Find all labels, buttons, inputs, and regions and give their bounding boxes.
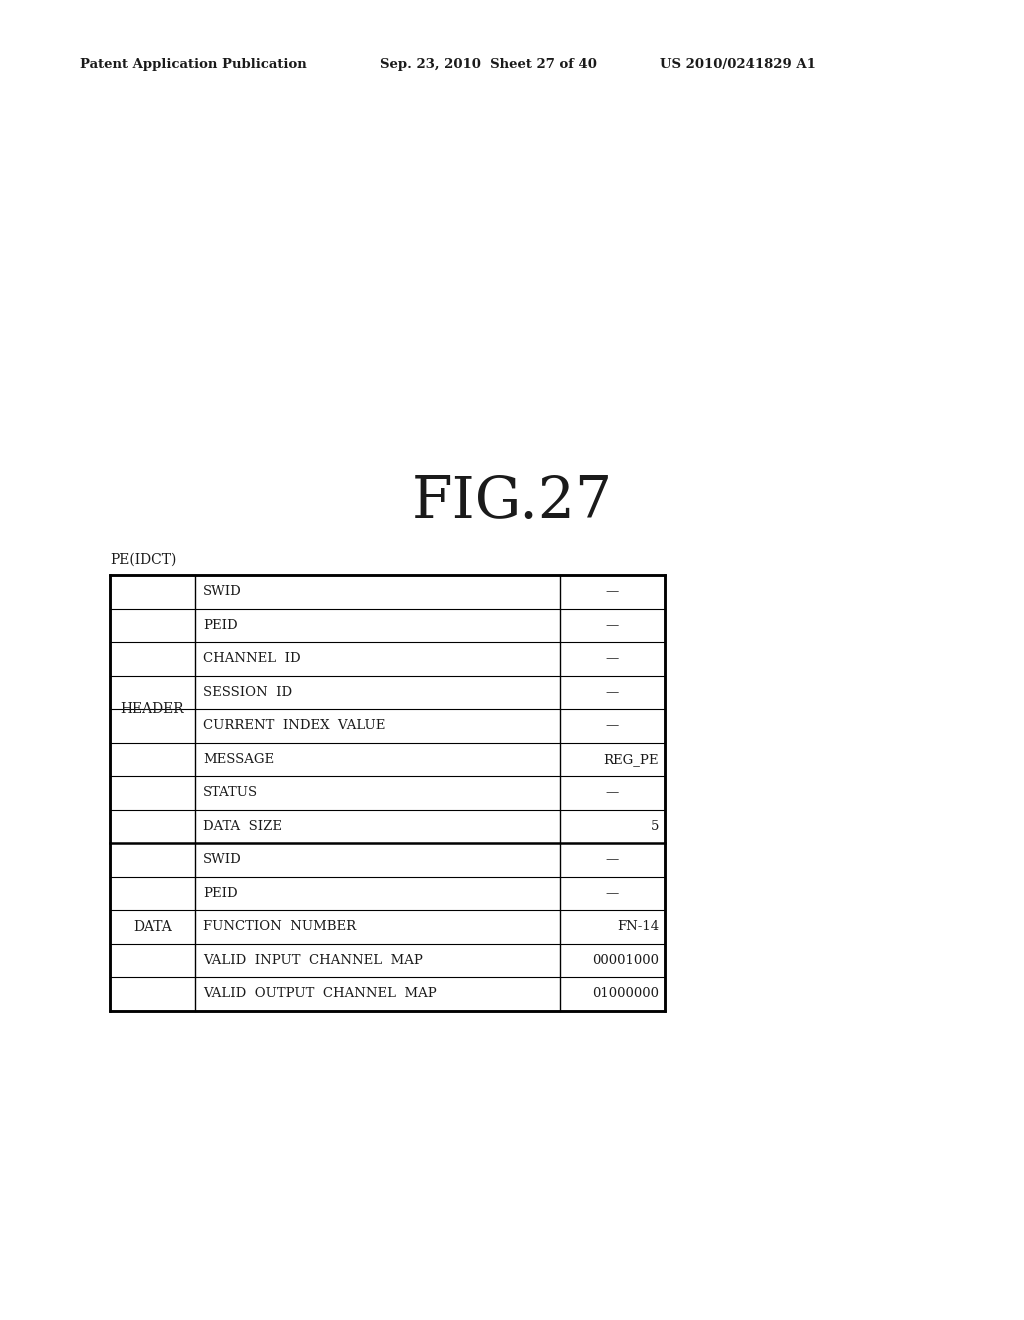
Text: —: — [606, 853, 620, 866]
Text: PEID: PEID [203, 887, 238, 900]
Text: —: — [606, 887, 620, 900]
Text: —: — [606, 585, 620, 598]
Text: STATUS: STATUS [203, 787, 258, 799]
Text: 01000000: 01000000 [592, 987, 659, 1001]
Text: SWID: SWID [203, 585, 242, 598]
Text: DATA: DATA [133, 920, 172, 933]
Text: 00001000: 00001000 [592, 954, 659, 966]
Text: REG_PE: REG_PE [603, 752, 659, 766]
Text: —: — [606, 619, 620, 632]
Text: VALID  INPUT  CHANNEL  MAP: VALID INPUT CHANNEL MAP [203, 954, 423, 966]
Bar [110, 576, 665, 1011]
Text: VALID  OUTPUT  CHANNEL  MAP: VALID OUTPUT CHANNEL MAP [203, 987, 437, 1001]
Text: —: — [606, 787, 620, 799]
Text: CHANNEL  ID: CHANNEL ID [203, 652, 301, 665]
Text: —: — [606, 652, 620, 665]
Text: 5: 5 [650, 820, 659, 833]
Text: PE(IDCT): PE(IDCT) [110, 553, 176, 568]
Text: FN-14: FN-14 [616, 920, 659, 933]
Text: HEADER: HEADER [121, 702, 184, 715]
Text: FIG.27: FIG.27 [412, 474, 612, 529]
Text: US 2010/0241829 A1: US 2010/0241829 A1 [660, 58, 816, 71]
Text: Sep. 23, 2010  Sheet 27 of 40: Sep. 23, 2010 Sheet 27 of 40 [380, 58, 597, 71]
Text: CURRENT  INDEX  VALUE: CURRENT INDEX VALUE [203, 719, 385, 733]
Text: SWID: SWID [203, 853, 242, 866]
Text: —: — [606, 686, 620, 698]
Text: FUNCTION  NUMBER: FUNCTION NUMBER [203, 920, 356, 933]
Text: SESSION  ID: SESSION ID [203, 686, 292, 698]
Text: MESSAGE: MESSAGE [203, 752, 274, 766]
Text: DATA  SIZE: DATA SIZE [203, 820, 282, 833]
Text: Patent Application Publication: Patent Application Publication [80, 58, 307, 71]
Text: PEID: PEID [203, 619, 238, 632]
Text: —: — [606, 719, 620, 733]
